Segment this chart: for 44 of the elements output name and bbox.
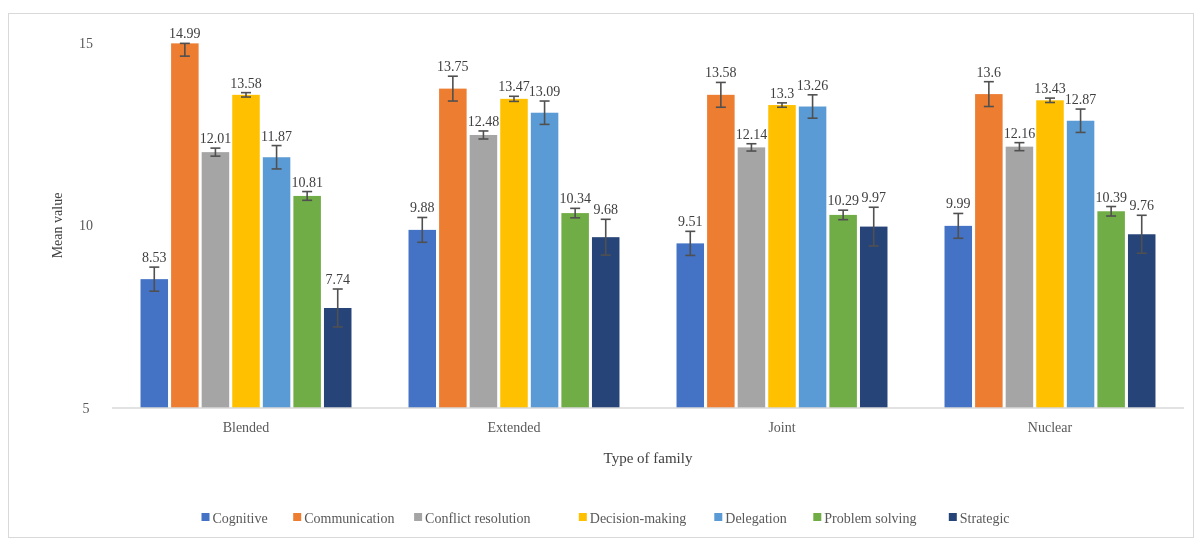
data-label: 9.76 [1129, 198, 1154, 214]
y-axis-title: Mean value [50, 192, 65, 259]
data-label: 9.88 [410, 200, 435, 216]
legend-label: Strategic [959, 510, 1010, 526]
x-tick-label: Nuclear [1027, 420, 1073, 435]
data-label: 12.01 [199, 131, 232, 147]
x-axis-title: Type of family [603, 450, 693, 466]
data-label: 12.16 [1003, 125, 1036, 141]
legend-label: Conflict resolution [425, 510, 531, 526]
data-label: 12.87 [1064, 92, 1097, 108]
data-label: 10.39 [1095, 189, 1127, 205]
data-label: 8.53 [142, 250, 167, 266]
data-label: 9.97 [861, 190, 886, 206]
data-label: 11.87 [261, 128, 293, 144]
legend-label: Problem solving [824, 510, 917, 526]
data-label: 9.68 [593, 202, 618, 218]
legend-label: Delegation [725, 510, 787, 526]
legend-label: Cognitive [212, 510, 268, 526]
y-tick-label: 10 [79, 218, 93, 234]
x-tick-label: Extended [487, 420, 541, 435]
data-label: 13.75 [437, 59, 469, 75]
y-tick-label: 5 [82, 400, 90, 416]
data-label: 10.81 [291, 174, 323, 190]
data-label: 13.26 [796, 77, 829, 93]
data-label: 9.99 [946, 196, 971, 212]
data-label: 13.43 [1034, 81, 1066, 97]
y-tick-label: 15 [79, 35, 93, 51]
legend-label: Decision-making [589, 510, 687, 526]
data-label: 13.58 [705, 65, 737, 81]
data-label: 13.3 [769, 85, 795, 101]
x-tick-label: Joint [768, 420, 796, 435]
data-label: 12.14 [735, 126, 768, 142]
data-label: 14.99 [169, 26, 201, 42]
data-label: 10.34 [559, 191, 591, 207]
data-label: 7.74 [325, 272, 350, 288]
data-label: 13.09 [528, 84, 561, 100]
x-tick-label: Blended [222, 420, 270, 435]
data-label: 13.6 [976, 64, 1002, 80]
data-label: 13.47 [498, 79, 530, 95]
data-label: 13.58 [230, 75, 262, 91]
data-label: 9.51 [678, 214, 703, 230]
data-label: 12.48 [467, 113, 500, 129]
legend-label: Communication [304, 510, 395, 526]
data-label: 10.29 [827, 193, 859, 209]
